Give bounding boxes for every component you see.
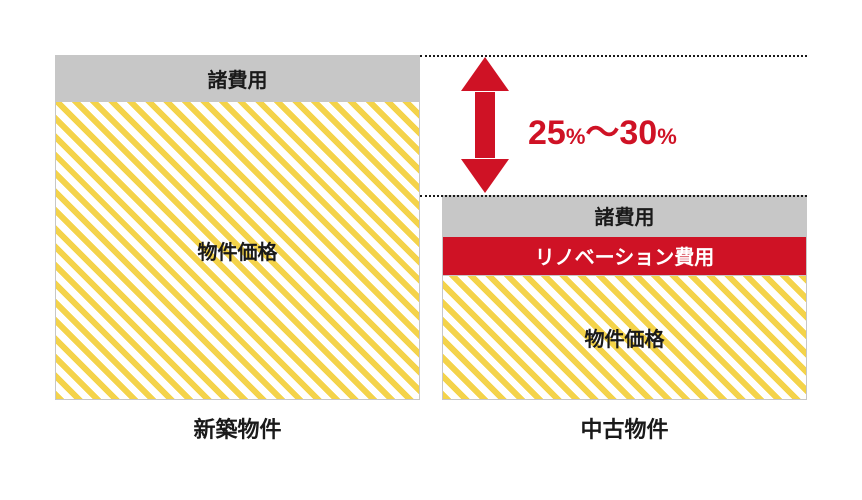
caption-new: 新築物件	[55, 400, 420, 444]
difference-label: 25%〜30%	[528, 105, 677, 154]
segment-price: 物件価格	[56, 101, 419, 399]
arrow-head-down-icon	[461, 159, 509, 193]
diff-text-big: 30	[619, 114, 657, 152]
comparison-chart: 諸費用物件価格 新築物件 諸費用リノベーション費用物件価格 中古物件 25%〜3…	[55, 55, 807, 445]
column-used-property: 諸費用リノベーション費用物件価格 中古物件	[442, 195, 807, 400]
difference-arrow-icon	[462, 58, 508, 192]
arrow-shaft-icon	[475, 92, 495, 158]
caption-used: 中古物件	[442, 400, 807, 444]
stack-used: 諸費用リノベーション費用物件価格	[442, 195, 807, 400]
segment-price: 物件価格	[443, 275, 806, 399]
diff-text-small: %	[657, 124, 677, 149]
segment-reno: リノベーション費用	[443, 236, 806, 276]
segment-fees: 諸費用	[56, 56, 419, 101]
stack-new: 諸費用物件価格	[55, 55, 420, 400]
diff-text-big: 25	[528, 114, 566, 152]
column-new-construction: 諸費用物件価格 新築物件	[55, 55, 420, 400]
diff-text-small: %	[566, 124, 586, 149]
segment-fees: 諸費用	[443, 196, 806, 236]
arrow-head-up-icon	[461, 57, 509, 91]
guide-bottom	[420, 195, 807, 197]
diff-text-big: 〜	[585, 114, 619, 152]
